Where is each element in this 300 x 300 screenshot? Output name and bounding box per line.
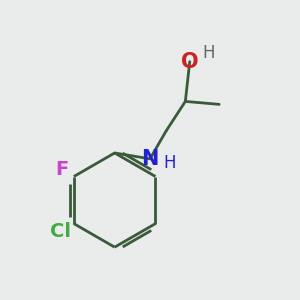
- Text: N: N: [141, 149, 159, 169]
- Text: H: H: [202, 44, 215, 62]
- Text: Cl: Cl: [50, 222, 71, 241]
- Text: O: O: [181, 52, 199, 72]
- Text: F: F: [55, 160, 68, 179]
- Text: H: H: [163, 154, 175, 172]
